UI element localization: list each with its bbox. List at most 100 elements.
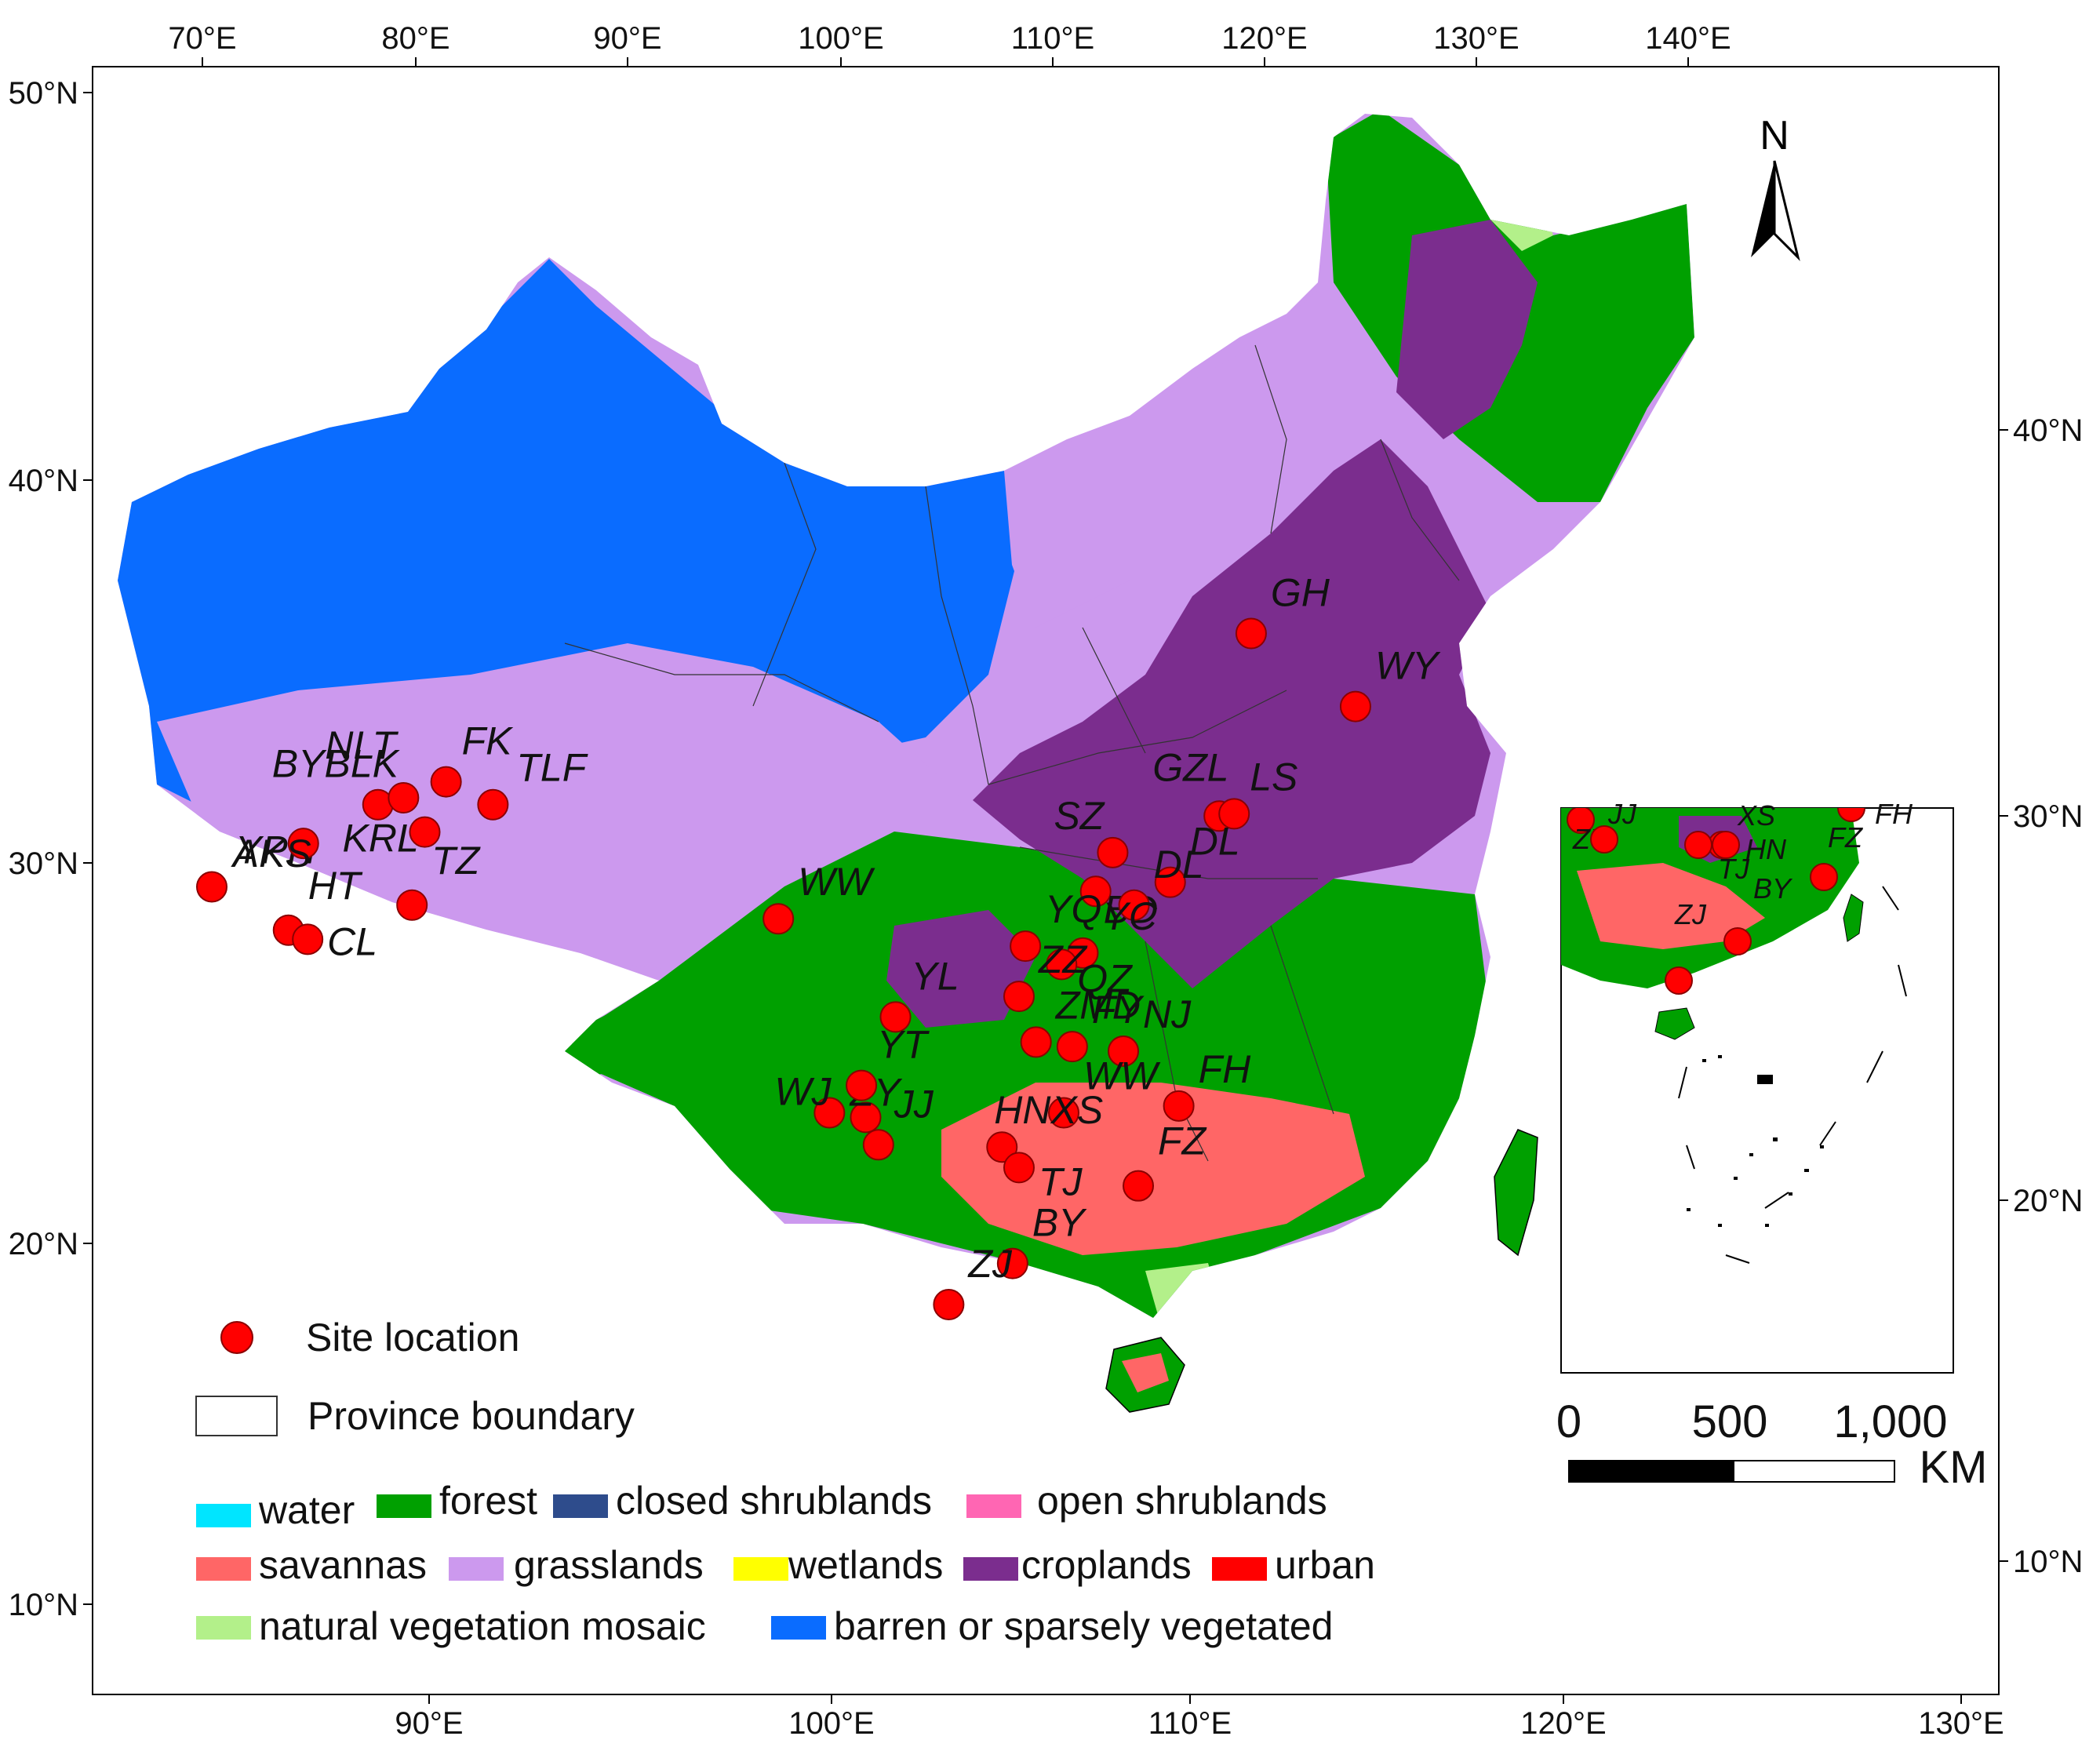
- site-label: YT: [877, 1023, 930, 1067]
- site-dot[interactable]: [1235, 617, 1267, 650]
- legend-class-label: grasslands: [514, 1543, 704, 1587]
- site-dot[interactable]: [1163, 1090, 1195, 1122]
- site-dot[interactable]: [388, 781, 420, 813]
- site-label: WW: [1083, 1054, 1161, 1098]
- north-arrow-icon: [1751, 161, 1774, 257]
- legend-class-label: barren or sparsely vegetated: [834, 1604, 1333, 1648]
- inset-site-dot[interactable]: [1665, 966, 1693, 995]
- site-marker[interactable]: FZ: [1123, 1119, 1207, 1202]
- site-dot[interactable]: [862, 1129, 894, 1161]
- site-dot[interactable]: [1339, 690, 1371, 722]
- site-dot[interactable]: [409, 816, 441, 848]
- site-marker[interactable]: TZ: [396, 839, 481, 921]
- site-marker[interactable]: YL: [879, 954, 959, 1033]
- site-marker[interactable]: NJ: [1108, 992, 1192, 1067]
- site-marker[interactable]: YQ: [1010, 887, 1101, 963]
- legend-class-label: croplands: [1021, 1543, 1192, 1587]
- site-marker[interactable]: SZ: [1054, 794, 1129, 868]
- site-marker[interactable]: DL: [1154, 820, 1240, 898]
- site-marker[interactable]: YT: [846, 1023, 930, 1101]
- site-label: FZ: [1158, 1119, 1207, 1163]
- site-marker[interactable]: WW: [762, 860, 875, 935]
- site-marker[interactable]: KRL: [343, 816, 441, 861]
- north-arrow-label: N: [1760, 113, 1789, 158]
- site-dot[interactable]: [879, 1001, 912, 1033]
- site-marker[interactable]: NLT: [325, 723, 420, 813]
- site-dot[interactable]: [196, 871, 227, 903]
- site-dot[interactable]: [1118, 889, 1150, 921]
- legend-classes: water forest closed shrublands open shrubla…: [196, 1479, 1375, 1648]
- site-marker[interactable]: FK: [430, 719, 515, 798]
- site-marker[interactable]: WY: [1339, 644, 1441, 722]
- site-marker[interactable]: JJ: [862, 1082, 934, 1161]
- site-dot[interactable]: [933, 1289, 965, 1320]
- top-tick-label: 90°E: [593, 21, 661, 56]
- north-arrow: N: [1751, 113, 1800, 261]
- site-marker[interactable]: TJ: [1003, 1152, 1083, 1203]
- site-marker[interactable]: WW: [1048, 1054, 1161, 1129]
- site-dot[interactable]: [762, 903, 795, 935]
- site-dot[interactable]: [996, 1247, 1028, 1279]
- site-marker[interactable]: ZZ: [1003, 937, 1088, 1013]
- site-label: WJ: [774, 1070, 832, 1114]
- site-dot[interactable]: [1010, 930, 1042, 963]
- site-dot[interactable]: [1079, 875, 1112, 908]
- site-marker[interactable]: GH: [1235, 570, 1330, 650]
- inset-site-dot[interactable]: [1723, 927, 1752, 955]
- site-marker[interactable]: AKS: [231, 828, 319, 875]
- site-dot[interactable]: [1003, 981, 1035, 1013]
- site-dot[interactable]: [1154, 866, 1186, 898]
- site-dot[interactable]: [287, 828, 319, 860]
- site-dot[interactable]: [1048, 1097, 1079, 1129]
- site-marker[interactable]: BYBLK: [272, 742, 401, 821]
- inset-site-dot[interactable]: [1810, 863, 1838, 891]
- site-marker[interactable]: ZMD: [1020, 983, 1141, 1058]
- top-tick-label: 80°E: [381, 21, 449, 56]
- inset-site-dot[interactable]: [1684, 831, 1712, 859]
- site-marker[interactable]: TLF: [477, 746, 588, 821]
- legend-class-label: forest: [439, 1479, 537, 1523]
- site-label: LS: [1250, 755, 1297, 799]
- site-dot[interactable]: [1218, 798, 1250, 830]
- site-marker[interactable]: LS: [1218, 755, 1297, 830]
- site-dot[interactable]: [1003, 1152, 1035, 1184]
- site-dot[interactable]: [1056, 1031, 1088, 1063]
- legend-swatch: [733, 1557, 788, 1581]
- inset-site-dot[interactable]: [1567, 806, 1595, 834]
- site-label: CL: [327, 919, 377, 963]
- bottom-tick-label: 100°E: [788, 1706, 874, 1741]
- site-marker[interactable]: ZJ: [933, 1242, 1013, 1320]
- site-dot[interactable]: [430, 766, 462, 798]
- site-dot[interactable]: [292, 923, 324, 955]
- site-label: ZZ: [1038, 937, 1088, 981]
- site-dot[interactable]: [813, 1097, 846, 1129]
- site-dot[interactable]: [1108, 1035, 1140, 1067]
- inset-site-dot[interactable]: [1590, 825, 1618, 854]
- right-tick-label: 20°N: [2013, 1184, 2083, 1218]
- site-dot[interactable]: [1020, 1026, 1052, 1058]
- site-dot[interactable]: [1123, 1170, 1155, 1202]
- site-marker[interactable]: QZ: [1046, 948, 1133, 1000]
- site-marker[interactable]: BY: [996, 1201, 1087, 1279]
- inset-sites-layer: ZYJJXSHNTJBYZJFZFH: [1567, 795, 1913, 995]
- grassland-north: [1004, 290, 1349, 628]
- inset-site-label: JJ: [1607, 798, 1637, 830]
- site-dot[interactable]: [1046, 948, 1078, 981]
- left-tick-label: 30°N: [9, 846, 78, 881]
- site-dot[interactable]: [986, 1131, 1018, 1163]
- site-dot[interactable]: [850, 1101, 882, 1134]
- site-marker[interactable]: DL: [1118, 843, 1204, 921]
- site-label: BYBLK: [272, 742, 401, 786]
- savanna-south: [941, 1083, 1365, 1255]
- site-dot[interactable]: [1097, 836, 1129, 868]
- site-marker[interactable]: CL: [292, 919, 377, 963]
- site-dot[interactable]: [396, 889, 428, 921]
- legend-swatch: [771, 1616, 826, 1640]
- site-dot[interactable]: [846, 1069, 878, 1101]
- site-marker[interactable]: HNXS: [986, 1088, 1103, 1163]
- site-dot[interactable]: [477, 788, 509, 821]
- site-marker[interactable]: FY: [1056, 988, 1145, 1063]
- inset-site-dot[interactable]: [1837, 795, 1865, 822]
- site-marker[interactable]: WJ: [774, 1070, 846, 1129]
- site-marker[interactable]: FH: [1163, 1047, 1252, 1122]
